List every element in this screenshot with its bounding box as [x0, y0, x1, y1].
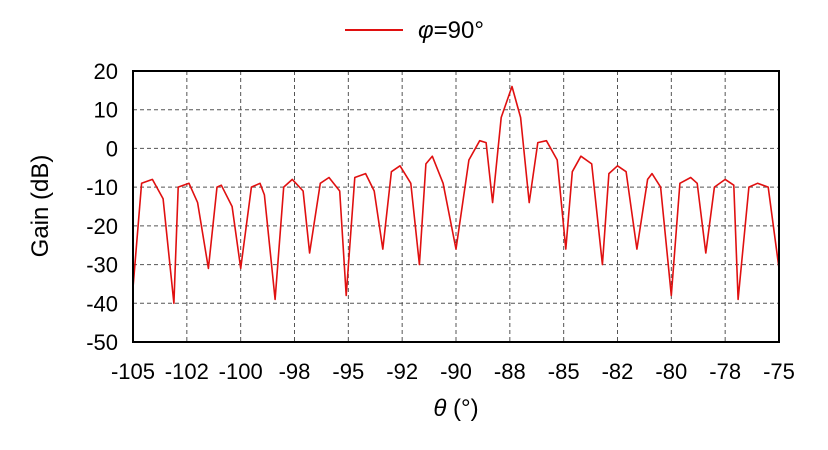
x-axis-title-unit: (°)	[446, 395, 478, 422]
x-tick-label: -100	[219, 359, 263, 384]
x-tick-label: -80	[655, 359, 687, 384]
x-tick-label: -82	[602, 359, 634, 384]
x-axis-title: θ (°)	[433, 395, 478, 422]
grid-lines	[133, 71, 779, 342]
legend: φ=90°	[345, 17, 484, 44]
y-tick-label: -50	[86, 330, 118, 355]
x-tick-label: -92	[386, 359, 418, 384]
y-tick-labels: 20 10 0 -10 -20 -30 -40 -50	[86, 59, 118, 355]
legend-label-rest: =90°	[434, 17, 484, 44]
series-layer	[132, 85, 780, 305]
y-tick-label: -20	[86, 214, 118, 239]
legend-label-symbol: φ	[418, 17, 434, 44]
plot-frame	[132, 70, 780, 343]
series-line	[132, 85, 780, 305]
x-tick-label: -88	[494, 359, 526, 384]
x-tick-label: -105	[111, 359, 155, 384]
y-tick-label: 20	[94, 59, 118, 84]
x-tick-label: -95	[332, 359, 364, 384]
x-tick-label: -78	[709, 359, 741, 384]
x-tick-label: -90	[440, 359, 472, 384]
y-tick-label: 0	[106, 136, 118, 161]
legend-label: φ=90°	[418, 17, 484, 44]
y-tick-label: -30	[86, 253, 118, 278]
x-tick-label: -102	[165, 359, 209, 384]
y-tick-label: -40	[86, 291, 118, 316]
x-axis-title-symbol: θ	[433, 395, 446, 422]
x-tick-label: -85	[548, 359, 580, 384]
x-tick-label: -98	[279, 359, 311, 384]
y-tick-label: -10	[86, 175, 118, 200]
y-tick-label: 10	[94, 98, 118, 123]
x-tick-labels: -105 -102 -100 -98 -95 -92 -90 -88 -85 -82 -80 -78-…	[111, 359, 795, 384]
x-tick-label: -75	[763, 359, 795, 384]
y-axis-title: Gain (dB)	[27, 155, 54, 258]
